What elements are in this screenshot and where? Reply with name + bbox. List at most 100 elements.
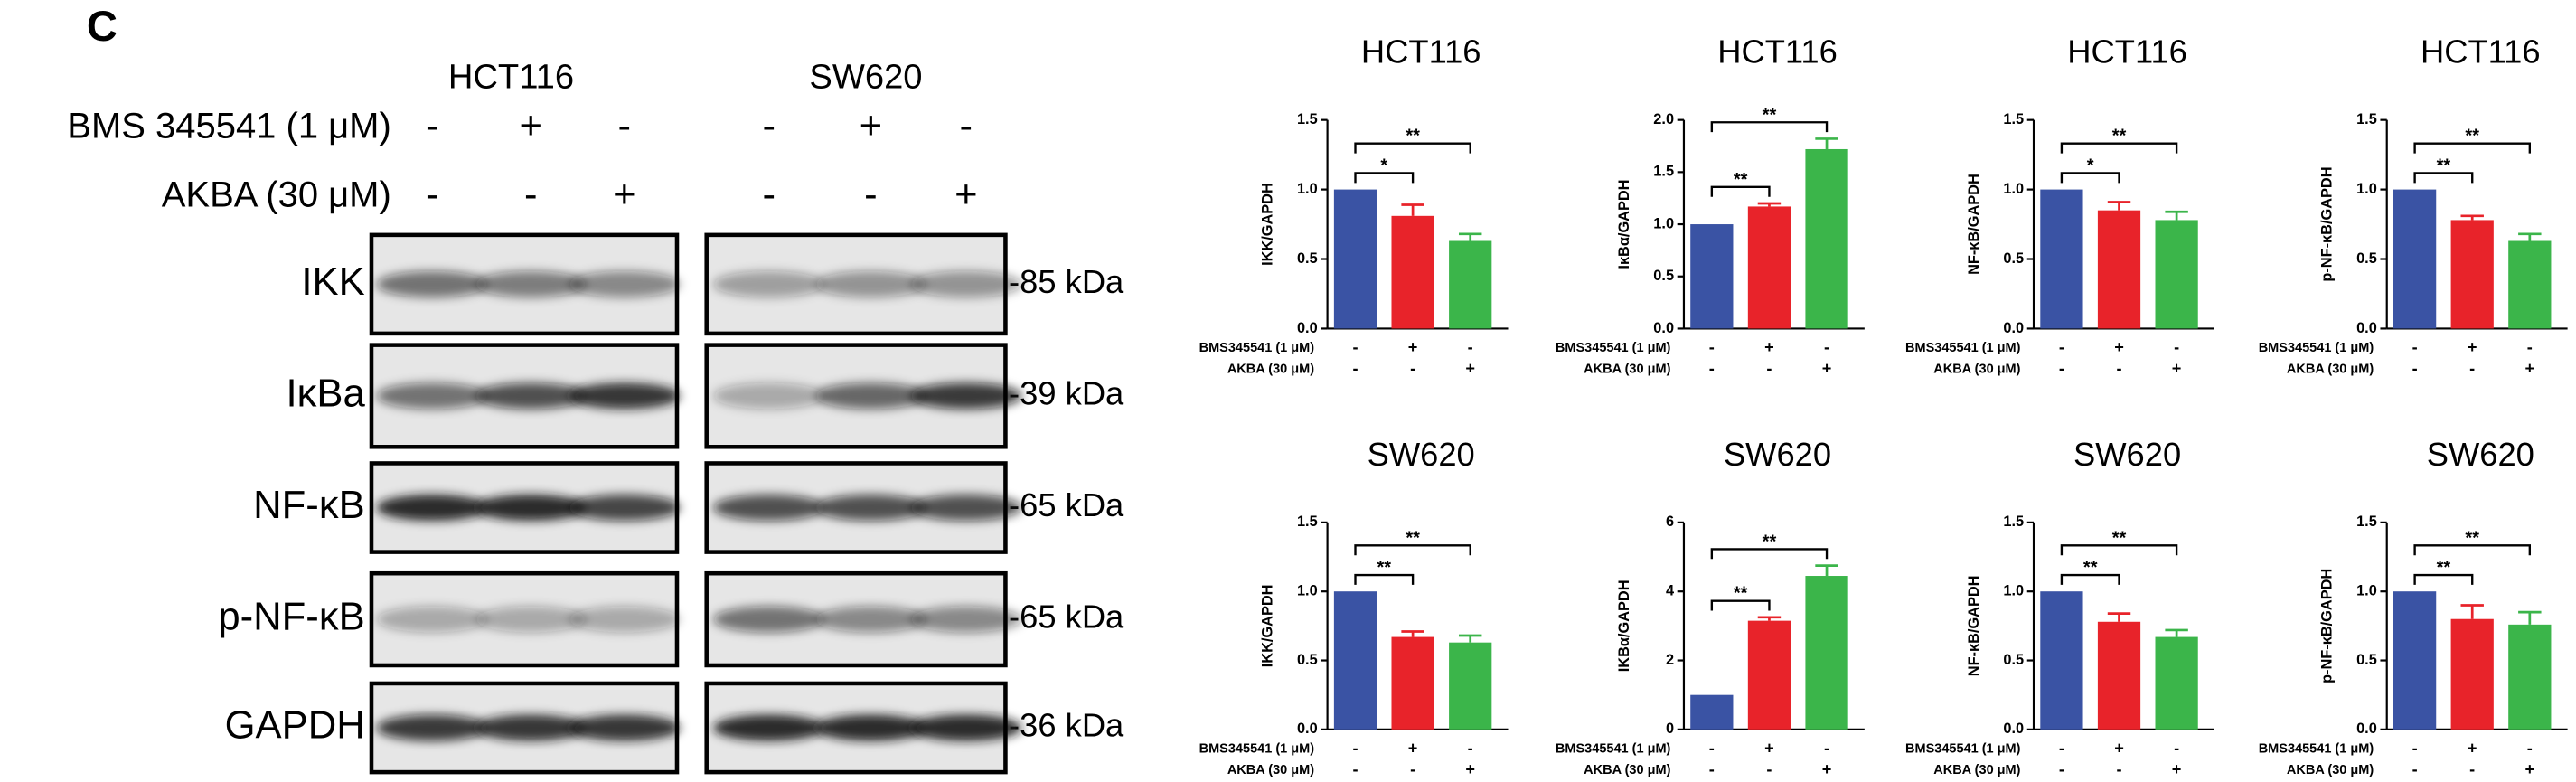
y-tick-label: 1.5 — [1653, 164, 1674, 180]
blot-band — [814, 494, 927, 522]
y-tick-label: 0.5 — [2003, 652, 2024, 668]
y-tick-label: 1.0 — [1297, 181, 1318, 197]
blot-band — [814, 270, 927, 297]
blot-band — [910, 270, 1022, 297]
blot-band — [814, 714, 927, 741]
treatment-sign: - — [2412, 338, 2418, 356]
treatment-sign: - — [960, 104, 973, 147]
bar — [2040, 591, 2083, 730]
treatment-sign: - — [2059, 338, 2064, 356]
treatment-sign: + — [2114, 739, 2124, 757]
treatment-sign: - — [2059, 360, 2064, 378]
y-tick-label: 1.0 — [2356, 181, 2377, 197]
treatment-label: BMS345541 (1 μM) — [2259, 741, 2374, 756]
y-tick-label: 1.0 — [2003, 583, 2024, 599]
blot-frame — [704, 461, 1008, 554]
treatment-sign: - — [2412, 760, 2418, 778]
y-tick-label: 1.0 — [2356, 583, 2377, 599]
chart-title: HCT116 — [1717, 33, 1838, 71]
treatment-sign: - — [1709, 338, 1715, 356]
treatment-sign: + — [860, 104, 882, 147]
blot-band — [910, 382, 1022, 410]
size-label: -39 kDa — [1009, 375, 1124, 412]
blot-band — [376, 714, 489, 741]
y-tick-label: 1.0 — [1297, 583, 1318, 599]
treatment-sign: + — [2468, 338, 2477, 356]
treatment-label: AKBA (30 μM) — [1227, 763, 1314, 777]
y-tick-label: 1.5 — [1297, 111, 1318, 127]
treatment-sign: - — [762, 174, 776, 217]
treatment-sign: - — [1709, 360, 1715, 378]
size-label: -65 kDa — [1009, 486, 1124, 523]
blot-band — [376, 606, 489, 633]
bar — [2450, 618, 2494, 730]
blot-band — [475, 382, 588, 410]
treatment-label: BMS345541 (1 μM) — [1199, 341, 1315, 355]
blot-band — [910, 714, 1022, 741]
blot-band — [814, 382, 927, 410]
blot-band — [910, 494, 1022, 522]
treatment-sign: - — [762, 104, 776, 147]
treatment-sign: - — [2412, 739, 2418, 757]
treatment-sign: - — [2469, 760, 2475, 778]
y-tick-label: 1.5 — [1297, 513, 1318, 530]
treatment-sign: + — [954, 174, 977, 217]
bar — [1690, 224, 1734, 329]
treatment-sign: + — [1822, 360, 1832, 378]
blot-frame — [369, 232, 680, 336]
treatment-sign: + — [2468, 739, 2477, 757]
treatment-label: BMS345541 (1 μM) — [1905, 341, 2021, 355]
blot-frame — [369, 461, 680, 554]
significance-label: ** — [2083, 558, 2098, 578]
y-tick-label: 0.5 — [1653, 268, 1674, 284]
bar — [2155, 220, 2198, 329]
treatment-label: BMS345541 (1 μM) — [1905, 741, 2021, 756]
significance-label: * — [2087, 155, 2094, 175]
y-axis-label: IκBα/GAPDH — [1616, 180, 1632, 269]
treatment-label: AKBA (30 μM) — [1227, 363, 1314, 377]
blot-band — [376, 382, 489, 410]
bar — [1391, 215, 1434, 329]
protein-label: IKK — [301, 260, 364, 304]
y-axis-label: IKK/GAPDH — [1260, 183, 1276, 266]
significance-bracket — [2413, 544, 2532, 556]
bar — [1690, 694, 1734, 730]
blot-band — [910, 606, 1022, 633]
significance-label: ** — [2465, 528, 2479, 548]
significance-label: ** — [2112, 127, 2127, 146]
significance-bracket — [2060, 172, 2120, 184]
bar — [2393, 591, 2437, 730]
significance-bracket — [1710, 185, 1771, 197]
blot-band — [376, 494, 489, 522]
y-tick-label: 0.5 — [2003, 250, 2024, 267]
treatment-sign: + — [1764, 739, 1774, 757]
treatment-label: BMS 345541 (1 μM) — [67, 106, 390, 146]
y-tick-label: 1.5 — [2356, 513, 2377, 530]
treatment-sign: - — [2174, 338, 2179, 356]
blot-band — [569, 494, 681, 522]
treatment-sign: - — [426, 104, 439, 147]
blot-frame — [369, 570, 680, 668]
y-tick-label: 0.0 — [2356, 320, 2377, 336]
significance-bracket — [1354, 573, 1415, 585]
treatment-sign: + — [2172, 760, 2182, 778]
significance-label: ** — [1734, 170, 1748, 190]
y-tick-label: 6 — [1666, 513, 1674, 530]
treatment-sign: + — [2172, 360, 2182, 378]
treatment-sign: - — [1410, 760, 1415, 778]
treatment-label: AKBA (30 μM) — [2287, 363, 2374, 377]
treatment-sign: + — [2114, 338, 2124, 356]
chart-title: SW620 — [1724, 436, 1831, 473]
treatment-sign: - — [1352, 360, 1358, 378]
y-tick-label: 0.0 — [1297, 721, 1318, 737]
bar — [2450, 220, 2494, 329]
treatment-label: AKBA (30 μM) — [1933, 363, 2020, 377]
bar — [1449, 642, 1492, 730]
treatment-sign: + — [1465, 760, 1475, 778]
treatment-sign: - — [1709, 739, 1715, 757]
panel-label: C — [87, 3, 118, 51]
bar — [2508, 240, 2552, 329]
significance-label: ** — [2465, 127, 2479, 146]
y-axis-label: p-NF-κB/GAPDH — [2319, 166, 2336, 281]
treatment-sign: - — [1824, 739, 1829, 757]
